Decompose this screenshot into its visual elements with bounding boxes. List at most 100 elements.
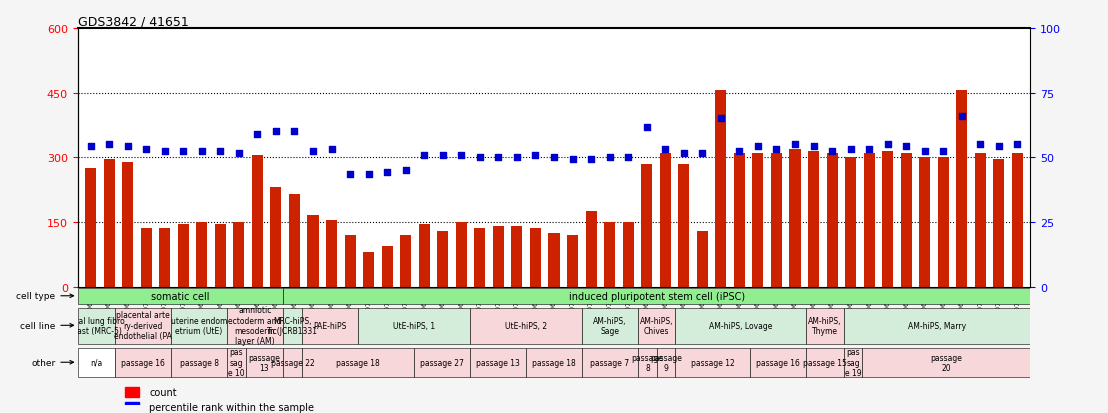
Point — [174, 148, 192, 155]
Bar — [270, 188, 281, 287]
Text: passage
20: passage 20 — [931, 353, 963, 372]
FancyBboxPatch shape — [470, 348, 526, 377]
FancyBboxPatch shape — [582, 348, 638, 377]
Point — [879, 142, 896, 148]
Bar — [548, 233, 560, 287]
Text: passage 13: passage 13 — [476, 358, 520, 367]
Text: cell type: cell type — [17, 292, 73, 301]
Bar — [215, 225, 226, 287]
Text: passage 7: passage 7 — [591, 358, 629, 367]
Point — [804, 144, 822, 150]
FancyBboxPatch shape — [862, 348, 1030, 377]
Bar — [678, 164, 689, 287]
Text: passage 16: passage 16 — [757, 358, 800, 367]
Point — [619, 154, 637, 161]
FancyBboxPatch shape — [283, 308, 301, 344]
Bar — [326, 220, 337, 287]
Point — [564, 157, 582, 163]
Text: percentile rank within the sample: percentile rank within the sample — [148, 402, 314, 412]
Bar — [659, 154, 670, 287]
Bar — [177, 225, 188, 287]
Point — [286, 129, 304, 135]
Text: passage
9: passage 9 — [650, 353, 683, 372]
FancyBboxPatch shape — [171, 348, 227, 377]
Bar — [141, 229, 152, 287]
Text: UtE-hiPS, 1: UtE-hiPS, 1 — [393, 321, 435, 330]
Bar — [789, 149, 801, 287]
Point — [638, 124, 656, 131]
Point — [82, 144, 100, 150]
FancyBboxPatch shape — [283, 348, 301, 377]
FancyBboxPatch shape — [657, 348, 676, 377]
Text: passage 18: passage 18 — [532, 358, 576, 367]
Point — [675, 150, 692, 157]
Point — [730, 148, 748, 155]
Text: fetal lung fibro
blast (MRC-5): fetal lung fibro blast (MRC-5) — [68, 316, 124, 335]
Text: passage
13: passage 13 — [248, 353, 280, 372]
FancyBboxPatch shape — [470, 308, 582, 344]
Text: UtE-hiPS, 2: UtE-hiPS, 2 — [505, 321, 547, 330]
FancyBboxPatch shape — [78, 308, 115, 344]
Bar — [381, 246, 392, 287]
FancyBboxPatch shape — [843, 308, 1030, 344]
Bar — [642, 164, 653, 287]
Text: placental arte
ry-derived
endothelial (PA: placental arte ry-derived endothelial (P… — [114, 311, 172, 340]
Point — [991, 144, 1008, 150]
Text: AM-hiPS,
Sage: AM-hiPS, Sage — [593, 316, 627, 335]
Point — [823, 148, 841, 155]
Bar — [604, 222, 615, 287]
FancyBboxPatch shape — [115, 348, 171, 377]
FancyBboxPatch shape — [227, 308, 283, 344]
Text: AM-hiPS, Lovage: AM-hiPS, Lovage — [709, 321, 772, 330]
Bar — [125, 387, 140, 397]
Point — [100, 142, 117, 148]
Text: passage
8: passage 8 — [632, 353, 664, 372]
Point — [434, 152, 452, 159]
Bar — [493, 227, 504, 287]
FancyBboxPatch shape — [526, 348, 582, 377]
FancyBboxPatch shape — [807, 308, 843, 344]
Point — [582, 157, 599, 163]
Point — [193, 148, 211, 155]
FancyBboxPatch shape — [638, 308, 676, 344]
Bar — [345, 235, 356, 287]
Point — [897, 144, 915, 150]
Text: passage 22: passage 22 — [270, 358, 315, 367]
Bar — [937, 158, 948, 287]
FancyBboxPatch shape — [638, 348, 657, 377]
Text: passage 8: passage 8 — [179, 358, 218, 367]
Text: induced pluripotent stem cell (iPSC): induced pluripotent stem cell (iPSC) — [568, 291, 745, 301]
Point — [934, 148, 952, 155]
Point — [304, 148, 321, 155]
Bar — [419, 225, 430, 287]
Point — [322, 146, 340, 152]
Point — [471, 154, 489, 161]
Point — [953, 114, 971, 120]
Point — [378, 170, 396, 176]
Bar — [252, 156, 263, 287]
Bar — [438, 231, 449, 287]
Text: amniotic
ectoderm and
mesoderm
layer (AM): amniotic ectoderm and mesoderm layer (AM… — [228, 306, 281, 346]
FancyBboxPatch shape — [227, 348, 246, 377]
Bar — [697, 231, 708, 287]
Bar — [752, 154, 763, 287]
Bar — [827, 154, 838, 287]
Point — [156, 148, 174, 155]
Point — [656, 146, 674, 152]
Text: passage 16: passage 16 — [121, 358, 165, 367]
Point — [842, 146, 860, 152]
Text: passage 18: passage 18 — [336, 358, 380, 367]
Point — [119, 144, 136, 150]
Point — [452, 152, 470, 159]
Bar — [530, 229, 541, 287]
Bar — [863, 154, 874, 287]
Bar — [125, 402, 140, 413]
FancyBboxPatch shape — [843, 348, 862, 377]
Bar — [585, 211, 596, 287]
Text: GDS3842 / 41651: GDS3842 / 41651 — [78, 16, 188, 29]
Point — [860, 146, 878, 152]
Point — [545, 154, 563, 161]
Text: AM-hiPS,
Chives: AM-hiPS, Chives — [640, 316, 674, 335]
FancyBboxPatch shape — [676, 348, 750, 377]
FancyBboxPatch shape — [358, 308, 470, 344]
